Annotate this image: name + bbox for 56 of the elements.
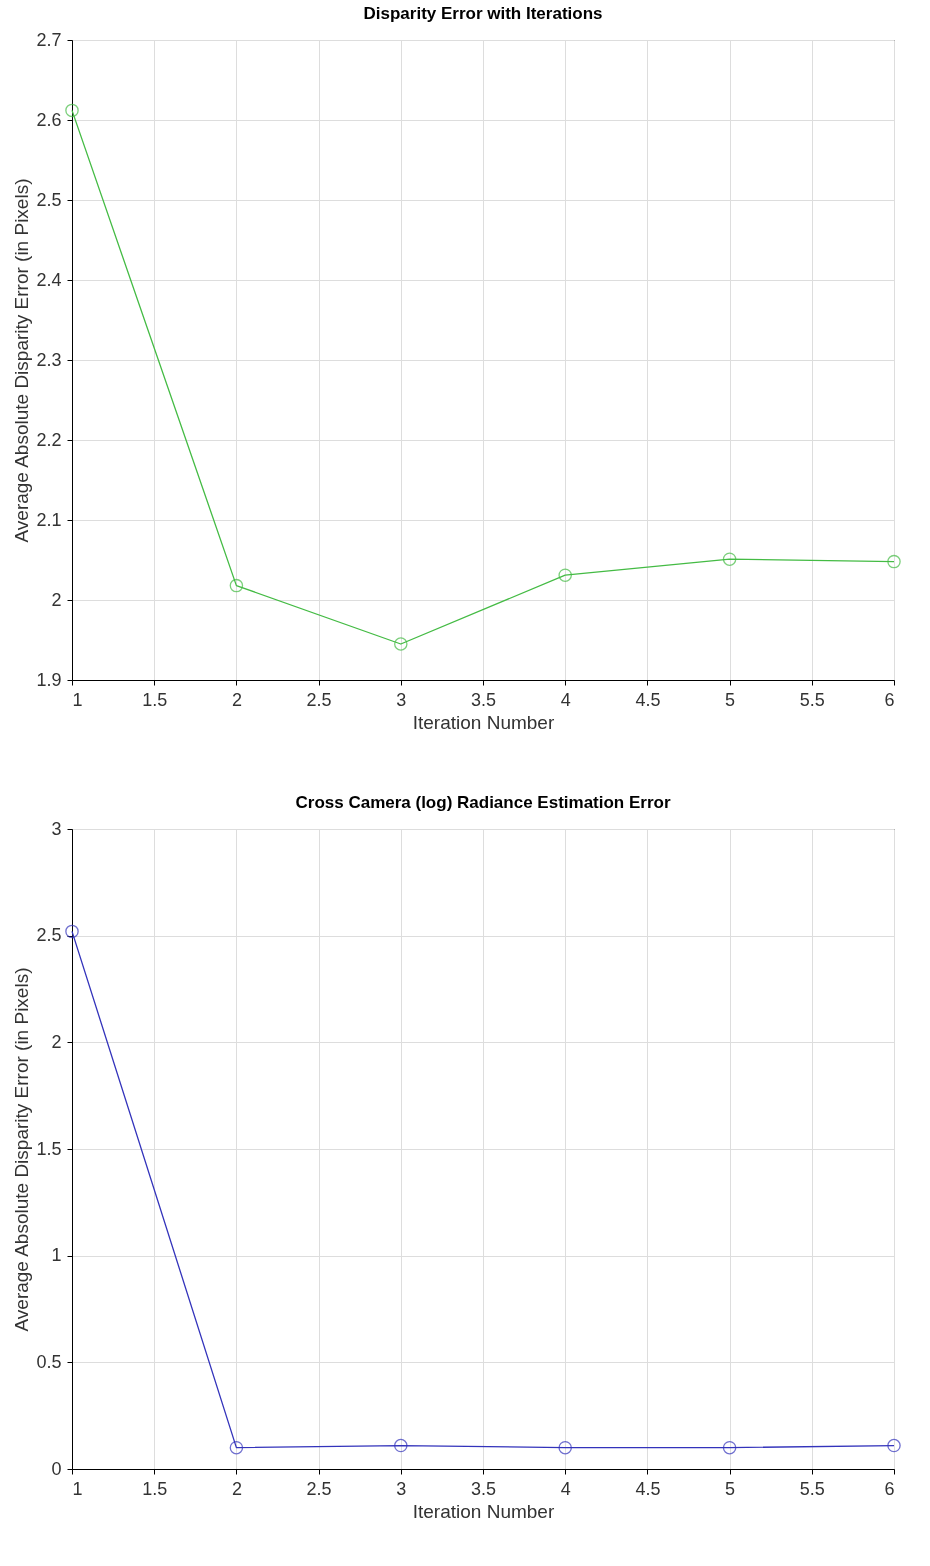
y-axis-title: Average Absolute Disparity Error (in Pixels): [11, 178, 33, 543]
x-tick-label: 5.5: [799, 1478, 825, 1499]
x-tick-label: 1.5: [142, 1478, 168, 1499]
x-tick-label: 4: [560, 1478, 571, 1499]
y-tick-label: 3: [51, 818, 62, 839]
point: [229, 1440, 244, 1455]
y-tick-label: 2: [51, 1031, 62, 1052]
x-tick-label: 5.5: [799, 689, 825, 710]
x-tick-label: 3.5: [470, 1478, 497, 1499]
y-tick-label: 1.9: [36, 669, 62, 690]
y-tick-label: 0: [51, 1458, 62, 1479]
y-tick-label: 2.1: [36, 509, 62, 530]
y-tick-label: 2.7: [36, 29, 62, 50]
x-tick-label: 2.5: [306, 1478, 332, 1499]
x-tick-label: 6: [884, 689, 895, 710]
y-tick-label: 2: [51, 589, 62, 610]
point: [229, 578, 244, 593]
x-tick-label: 3: [396, 689, 407, 710]
point: [65, 103, 79, 118]
y-tick-label: 2.6: [36, 109, 62, 130]
x-tick-label: 1: [72, 689, 83, 710]
y-tick-label: 2.5: [36, 189, 62, 210]
x-tick-label: 5: [725, 689, 736, 710]
chart-title: Disparity Error with Iterations: [363, 4, 603, 23]
x-tick-label: 4: [560, 689, 571, 710]
y-axis-title: Average Absolute Disparity Error (in Pixels): [11, 967, 33, 1332]
x-tick-label: 3: [396, 1478, 407, 1499]
point: [887, 1438, 901, 1453]
point: [65, 924, 79, 939]
point: [722, 1440, 737, 1455]
point: [394, 637, 408, 651]
point: [394, 1438, 408, 1453]
x-tick-label: 4.5: [635, 1478, 661, 1499]
x-tick-label: 5: [725, 1478, 736, 1499]
chart-title: Cross Camera (log) Radiance Estimation Error: [295, 793, 671, 812]
x-tick-label: 3.5: [470, 689, 497, 710]
y-tick-label: 2.3: [36, 349, 62, 370]
point: [558, 568, 572, 582]
y-tick-label: 2.4: [36, 269, 62, 290]
x-axis-title: Iteration Number: [412, 711, 555, 733]
y-tick-label: 0.5: [36, 1351, 62, 1372]
point: [558, 1440, 572, 1455]
y-tick-label: 1.5: [36, 1138, 62, 1159]
x-tick-label: 4.5: [635, 689, 661, 710]
y-tick-label: 2.5: [36, 925, 62, 946]
x-axis-title: Iteration Number: [412, 1500, 555, 1522]
x-tick-label: 2: [231, 1478, 242, 1499]
x-tick-label: 1.5: [142, 689, 168, 710]
y-tick-label: 2.2: [36, 429, 62, 450]
y-tick-label: 1: [51, 1245, 62, 1266]
point: [887, 554, 901, 569]
x-tick-label: 2: [231, 689, 242, 710]
x-tick-label: 1: [72, 1478, 83, 1499]
x-tick-label: 2.5: [306, 689, 332, 710]
x-tick-label: 6: [884, 1478, 895, 1499]
point: [722, 552, 737, 566]
